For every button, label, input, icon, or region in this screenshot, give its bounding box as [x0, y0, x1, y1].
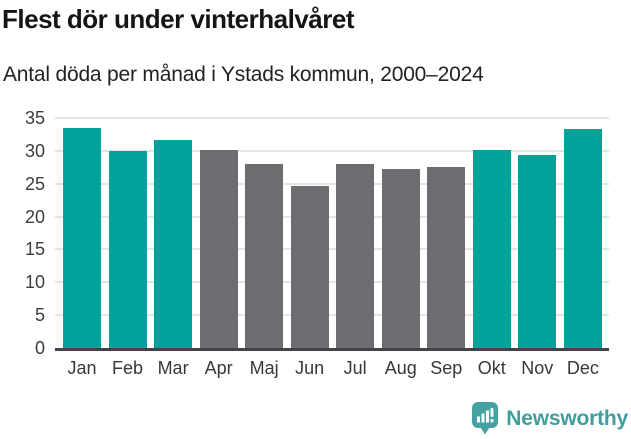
brand-footer: Newsworthy: [471, 401, 628, 436]
x-tick-label-aug: Aug: [384, 358, 417, 378]
bar-jul: [336, 164, 375, 348]
y-tick-label-0: 0: [34, 338, 45, 358]
gridline-35: [55, 117, 609, 119]
y-axis-labels: 0 5 10 15 20 25 30 35: [0, 108, 45, 358]
bar-jan: [63, 127, 101, 348]
bar-aug: [381, 169, 420, 348]
x-tick-label-dec: Dec: [566, 358, 599, 378]
gridline-10: [55, 281, 609, 284]
x-tick-label-apr: Apr: [204, 358, 233, 378]
y-tick-label-30: 30: [24, 140, 45, 161]
y-tick-label-10: 10: [24, 272, 45, 293]
x-tick-label-maj: Maj: [249, 358, 279, 378]
x-tick-label-okt: Okt: [477, 358, 506, 378]
gridline-5: [55, 314, 609, 317]
chart-title: Flest dör under vinterhalvåret: [2, 4, 354, 34]
x-tick-label-jun: Jun: [295, 358, 325, 378]
y-tick-label-20: 20: [24, 206, 45, 227]
bar-mar: [154, 139, 193, 348]
bar-feb: [108, 150, 147, 348]
bar-apr: [199, 150, 238, 348]
y-tick-label-25: 25: [24, 173, 45, 194]
x-axis-labels: Jan Feb Mar Apr Maj Jun Jul Aug Sep Okt Nov Dec: [55, 358, 609, 379]
newsworthy-speech-bubble-chart-icon: [472, 402, 499, 435]
bar-maj: [245, 164, 284, 348]
gridline-25: [55, 182, 609, 185]
y-tick-label-15: 15: [24, 239, 45, 260]
plot-area: [55, 117, 609, 351]
x-tick-label-nov: Nov: [521, 358, 554, 378]
bar-okt: [472, 149, 511, 348]
x-tick-label-feb: Feb: [112, 358, 144, 378]
bar-nov: [518, 155, 557, 348]
gridline-30: [55, 149, 609, 152]
chart-subtitle: Antal döda per månad i Ystads kommun, 20…: [3, 63, 484, 86]
bar-jun: [290, 186, 329, 348]
y-tick-label-35: 35: [24, 108, 45, 128]
bar-series: [55, 118, 609, 348]
x-tick-label-mar: Mar: [157, 358, 189, 378]
x-tick-label-jul: Jul: [343, 358, 367, 378]
x-tick-label-sep: Sep: [430, 358, 463, 378]
gridline-15: [55, 248, 609, 251]
gridline-20: [55, 215, 609, 218]
y-tick-label-5: 5: [34, 305, 45, 326]
x-tick-label-jan: Jan: [67, 358, 97, 378]
bar-dec: [563, 129, 602, 348]
bar-sep: [427, 167, 466, 348]
brand-name: Newsworthy: [506, 406, 628, 430]
